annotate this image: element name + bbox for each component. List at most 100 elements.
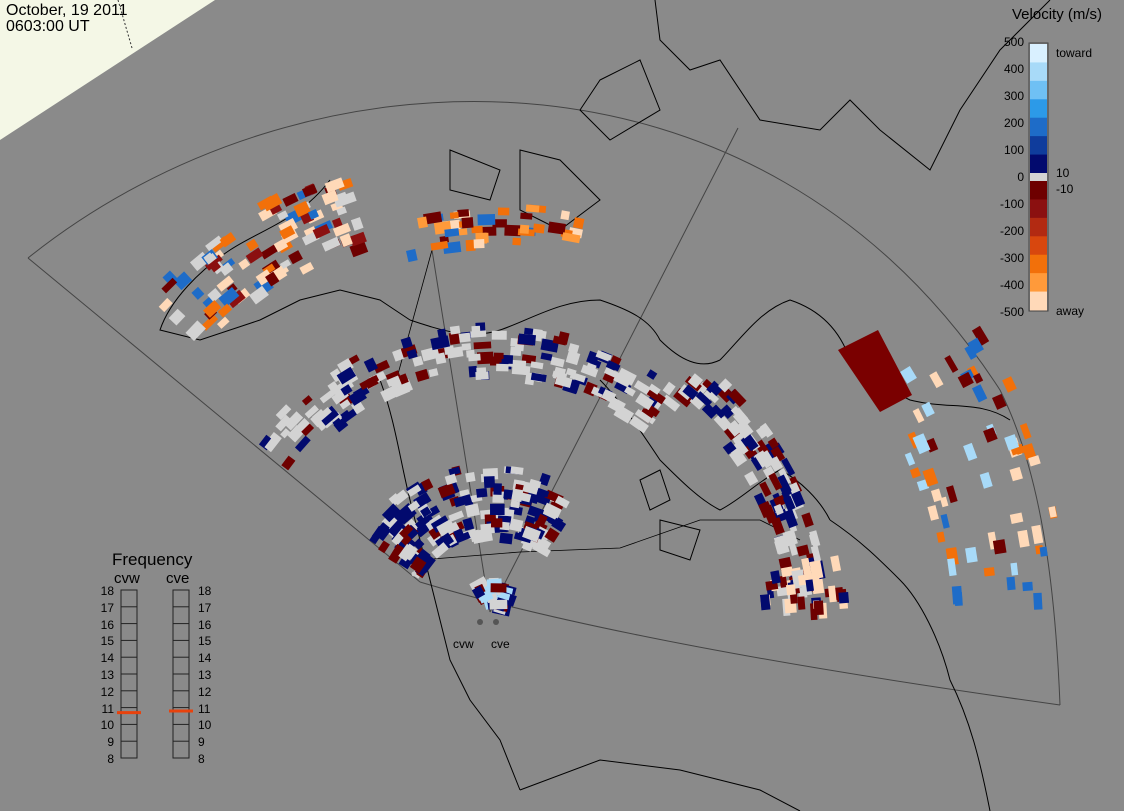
scatter-cell [490,583,507,593]
scatter-cell [436,519,456,537]
scatter-cell [735,419,754,439]
colorbar-swatch [1030,117,1047,137]
scatter-cell [489,599,508,610]
scatter-cell [580,364,599,378]
scatter-cell [1033,592,1043,610]
scatter-cell [797,574,808,586]
scatter-cell [733,437,749,455]
scatter-cell [616,367,637,386]
scatter-cell [572,217,585,230]
scatter-cell [409,556,427,574]
scatter-cell [226,289,246,309]
scatter-cell [492,219,507,228]
scatter-cell [473,341,492,350]
frequency-scale-number: 8 [107,752,114,766]
scatter-cell [510,466,524,475]
scatter-cell [1017,529,1030,548]
scatter-cell [781,457,796,477]
scatter-cell [796,544,810,557]
scatter-cell [284,411,304,431]
scatter-cell [340,384,353,396]
scatter-cell [216,275,234,292]
scatter-cell [601,389,617,404]
scatter-cell [279,259,292,270]
scatter-cell [430,515,451,533]
scatter-cell [635,392,655,411]
frequency-scale-number: 18 [100,584,114,598]
frequency-scale-number: 16 [198,617,212,632]
colorbar-tick: 300 [1003,89,1024,103]
scatter-cell [471,585,486,600]
scatter-cell [205,235,223,252]
scatter-cell [471,325,481,336]
scatter-cell [407,484,422,497]
scatter-cell [315,406,332,423]
scatter-cell [944,355,959,373]
radar-site-cvw [477,619,483,625]
scatter-cell [423,211,443,225]
scatter-cell [509,518,524,532]
scatter-cell [497,207,510,216]
scatter-cell [921,401,935,418]
scatter-cell [457,209,470,218]
scatter-cell [561,232,581,244]
scatter-cell [493,352,504,360]
scatter-cell [466,349,475,358]
scatter-cell [536,537,552,551]
scatter-cell [768,472,783,491]
scatter-cell [465,503,480,518]
colorbar-swatch [1030,199,1047,219]
scatter-cell [203,299,222,318]
coastlines [159,0,1051,811]
colorbar [1028,42,1049,312]
scatter-cell [312,223,331,239]
scatter-cell [288,250,303,265]
scatter-cell [321,236,341,252]
scatter-cell [294,435,311,453]
scatter-cell [483,476,496,488]
scatter-cell [552,370,568,380]
scatter-cell [523,327,534,335]
scatter-cell [373,359,390,374]
scatter-cell [490,518,503,528]
scatter-cell [446,346,464,359]
scatter-cell [603,367,620,379]
scatter-cell [552,335,568,346]
scatter-cell [341,408,358,423]
colorbar-tick: 400 [1003,62,1024,76]
colorbar-tick: -300 [1000,251,1025,265]
scatter-cell [522,525,541,543]
scatter-cell [963,442,978,462]
scatter-cell [173,271,193,291]
scatter-cell [299,261,315,275]
scatter-cell [673,387,694,408]
scatter-cell [530,361,544,370]
scatter-cell [421,478,434,492]
scatter-cell [560,210,570,221]
scatter-cell [1009,466,1023,482]
scatter-cell [377,540,390,554]
scatter-cell [780,566,794,578]
scatter-cell [364,376,379,390]
frequency-column-cvw: cvw [114,570,140,587]
colorbar-swatch [1030,254,1047,274]
scatter-cell [415,368,430,382]
scatter-cell [541,502,562,521]
colorbar-away-label: away [1056,304,1085,318]
colorbar-swatch [1030,273,1047,293]
scatter-cell [504,224,521,237]
colorbar-title: Velocity (m/s) [1012,6,1103,23]
scatter-cell [689,395,705,410]
scatter-cell [449,211,459,219]
colorbar-swatch [1030,44,1047,63]
borders [394,249,801,561]
scatter-cell [1002,376,1017,393]
colorbar-tick: 0 [1017,170,1024,184]
scatter-cell [203,252,214,263]
scatter-cell [510,346,522,357]
scatter-cell [318,405,339,426]
terminator-line [117,0,133,49]
scatter-cell [332,222,351,237]
scatter-cell [388,543,406,564]
